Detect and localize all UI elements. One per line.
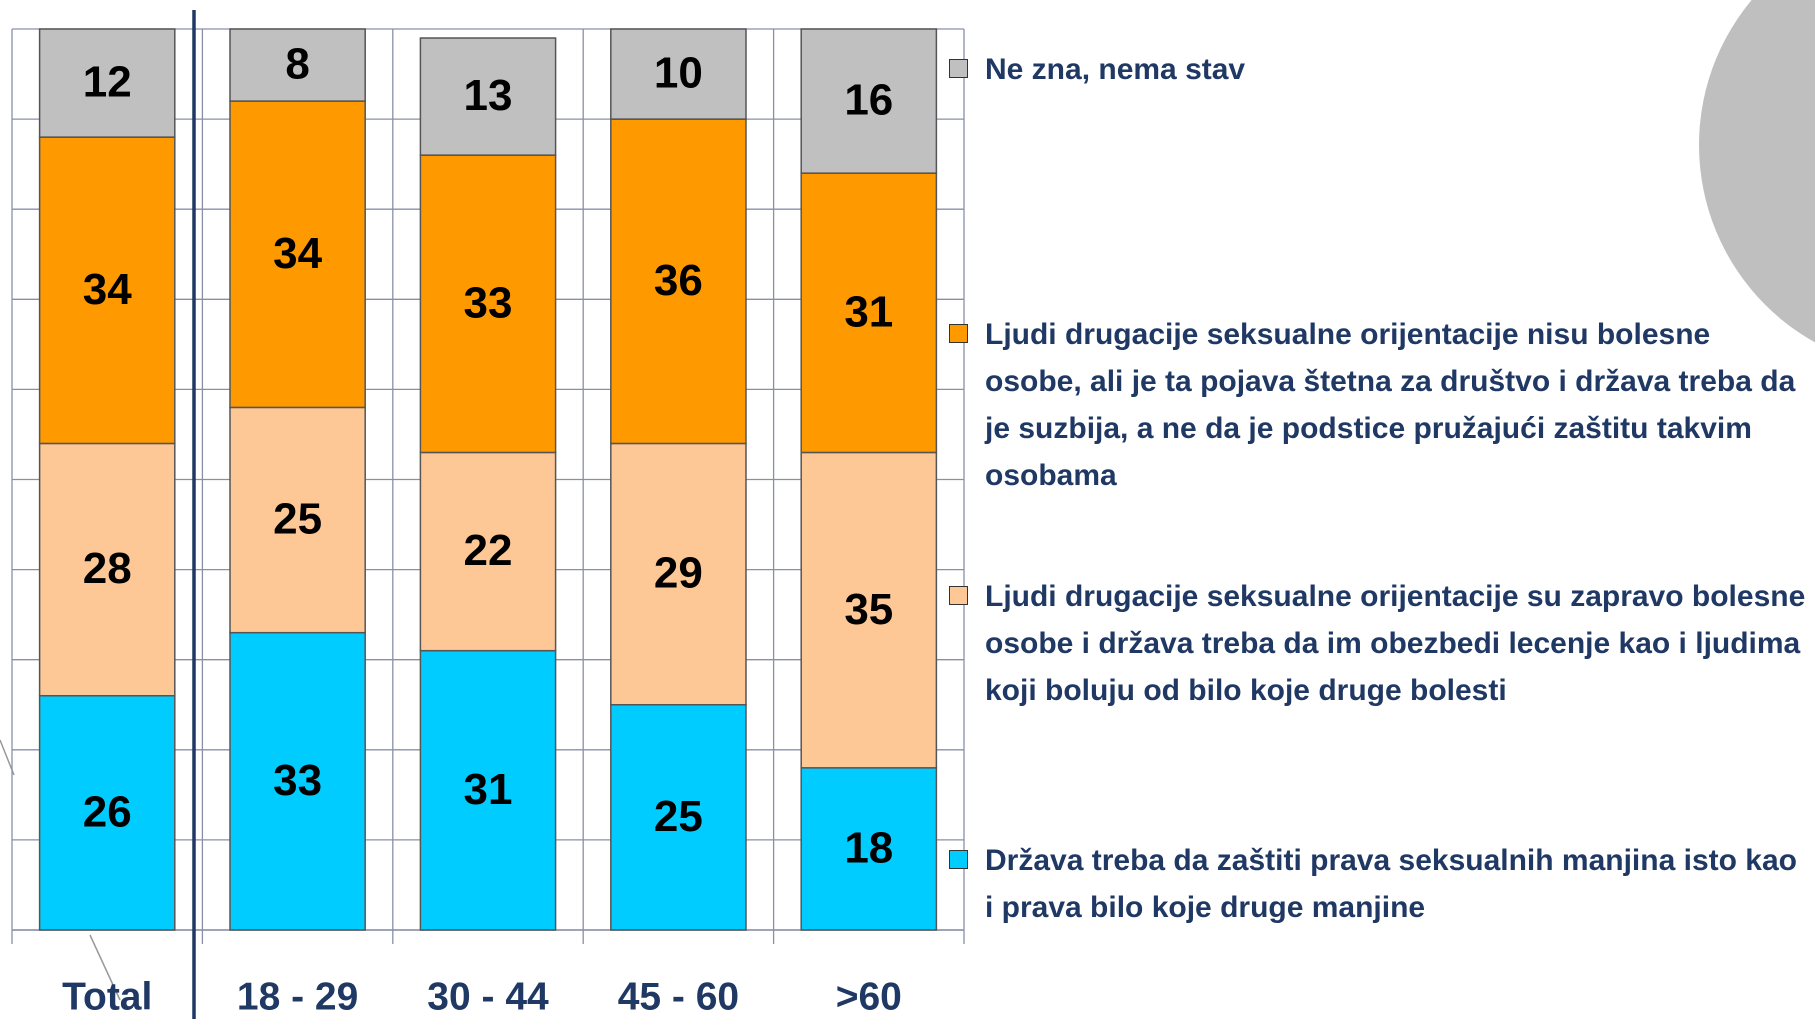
legend-label: Ne zna, nema stav [985, 53, 1246, 86]
bar-segment [419, 37, 557, 156]
legend-label: Ljudi drugacije seksualne orijentacije n… [985, 318, 1796, 492]
legend-swatch [949, 586, 968, 605]
data-label: 28 [83, 544, 132, 593]
data-label: 26 [83, 787, 132, 836]
data-label: 33 [273, 756, 322, 805]
x-tick-label: 45 - 60 [618, 975, 739, 1018]
bar-segment [419, 154, 557, 454]
bar-segment [800, 28, 938, 174]
data-label: 8 [285, 40, 309, 89]
data-label: 22 [464, 526, 513, 575]
x-tick-label: 18 - 29 [237, 975, 358, 1018]
legend-entry: Ljudi drugacije seksualne orijentacije s… [949, 573, 1811, 714]
legend-entry: Ljudi drugacije seksualne orijentacije n… [949, 311, 1811, 499]
data-label: 35 [844, 585, 893, 634]
legend-label: Država treba da zaštiti prava seksualnih… [985, 844, 1797, 924]
data-label: 29 [654, 549, 703, 598]
legend-swatch [949, 59, 968, 78]
bar-segment [800, 451, 938, 769]
data-label: 36 [654, 256, 703, 305]
bar-segment [610, 28, 747, 120]
data-label: 10 [654, 49, 703, 98]
bar-segment [38, 136, 176, 445]
legend-label: Ljudi drugacije seksualne orijentacije s… [985, 580, 1806, 707]
data-label: 31 [464, 765, 513, 814]
bar-segment [800, 767, 938, 931]
bar-segment [419, 649, 557, 931]
decor-circle [1699, 0, 1815, 343]
data-label: 34 [83, 265, 132, 314]
data-label: 33 [464, 278, 513, 327]
data-label: 18 [844, 824, 893, 873]
legend-swatch [949, 850, 968, 869]
data-label: 16 [844, 76, 893, 125]
bar-segment [38, 442, 176, 697]
decor-line [89, 934, 121, 1001]
legend-entry: Ne zna, nema stav [949, 46, 1811, 93]
data-label: 25 [273, 495, 322, 544]
bar-segment [419, 451, 557, 652]
data-label: 12 [83, 58, 132, 107]
bar-segment [229, 100, 366, 409]
bar-segment [38, 28, 176, 138]
bar-segment [38, 694, 176, 931]
data-label: 31 [844, 287, 893, 336]
data-label: 34 [273, 229, 322, 278]
legend-entry: Država treba da zaštiti prava seksualnih… [949, 837, 1811, 931]
data-label: 13 [464, 71, 513, 120]
bar-segment [229, 406, 366, 634]
bar-segment [610, 442, 747, 706]
x-tick-label: Total [62, 975, 152, 1018]
bar-segment [610, 704, 747, 931]
x-tick-label: >60 [836, 975, 902, 1018]
x-tick-label: 30 - 44 [427, 975, 549, 1018]
data-label: 25 [654, 792, 703, 841]
bar-segment [229, 631, 366, 931]
bar-segment [610, 118, 747, 445]
bar-segment [229, 28, 366, 102]
legend-swatch [949, 324, 968, 343]
